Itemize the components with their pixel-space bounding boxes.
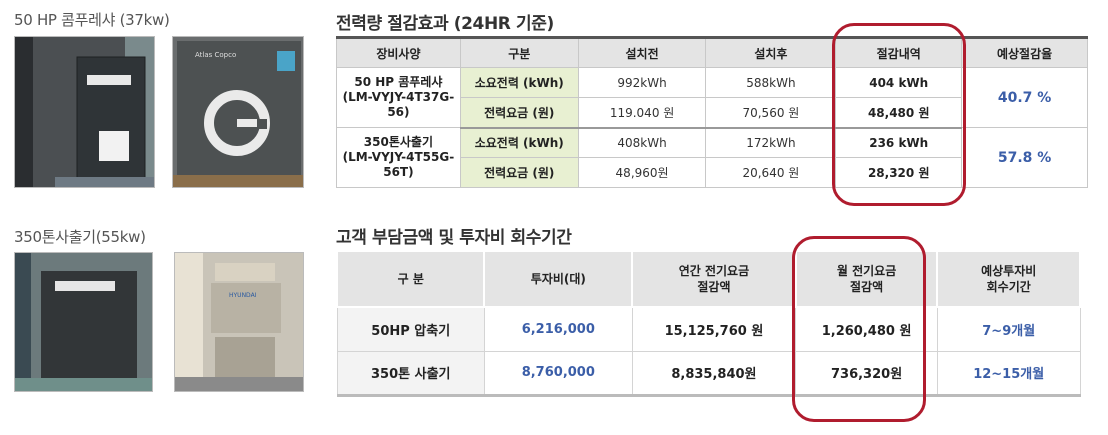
payback-table: 구 분 투자비(대) 연간 전기요금 절감액 월 전기요금 절감액 예상투자비 … (335, 250, 1081, 397)
category-cell: 전력요금 (원) (459, 97, 579, 129)
payback-period-cell: 7~9개월 (936, 306, 1081, 352)
header-annual-line2: 절감액 (697, 280, 731, 294)
header-monthly-saving: 월 전기요금 절감액 (794, 250, 939, 308)
table-row: 50 HP 콤푸레샤 (LM-VYJY-4T37G-56) 소요전력 (kWh)… (336, 67, 1088, 128)
compressor-cabinet-photo (14, 36, 155, 188)
header-equipment: 장비사양 (336, 36, 461, 68)
equipment-model-cont: 56T) (383, 165, 414, 179)
after-cell: 172kWh (705, 127, 837, 158)
injection-machine-caption: 350톤사출기(55kw) (14, 228, 146, 246)
header-monthly-line2: 절감액 (850, 280, 884, 294)
power-saving-title: 전력량 절감효과 (24HR 기준) (336, 14, 554, 34)
equipment-cell: 50HP 압축기 (336, 306, 485, 352)
header-investment: 투자비(대) (483, 250, 634, 308)
header-monthly-line1: 월 전기요금 (836, 264, 897, 278)
table-row: 350톤사출기 (LM-VYJY-4T55G- 56T) 소요전력 (kWh) … (336, 127, 1088, 188)
equipment-model: (LM-VYJY-4T37G-56) (342, 90, 455, 119)
category-cell: 전력요금 (원) (459, 157, 579, 188)
equipment-cell: 350톤사출기 (LM-VYJY-4T55G- 56T) (336, 127, 461, 188)
monthly-saving-cell: 1,260,480 원 (795, 306, 938, 352)
saving-cell: 48,480 원 (835, 97, 963, 129)
header-annual-saving: 연간 전기요금 절감액 (631, 250, 797, 308)
equipment-cell: 350톤 사출기 (336, 350, 485, 397)
table-row: 전력요금 (원) 119.040 원 70,560 원 48,480 원 (337, 97, 1088, 129)
photo-hyundai-text: HYUNDAI (229, 292, 257, 299)
saving-cell: 28,320 원 (835, 157, 963, 188)
payback-title: 고객 부담금액 및 투자비 회수기간 (336, 228, 572, 248)
equipment-name: 350톤사출기 (363, 135, 434, 149)
payback-period-cell: 12~15개월 (936, 350, 1081, 397)
header-payback-period: 예상투자비 회수기간 (936, 250, 1081, 308)
equipment-cell: 50 HP 콤푸레샤 (LM-VYJY-4T37G-56) (336, 67, 461, 128)
monthly-saving-cell: 736,320원 (795, 350, 938, 397)
table-row: 50HP 압축기 6,216,000 15,125,760 원 1,260,48… (336, 306, 1081, 352)
equipment-model: (LM-VYJY-4T55G- (342, 150, 455, 164)
saving-cell: 236 kWh (835, 127, 963, 158)
header-rate: 예상절감율 (961, 36, 1088, 68)
before-cell: 119.040 원 (577, 97, 707, 129)
category-cell: 소요전력 (kWh) (459, 127, 579, 158)
investment-cell: 8,760,000 (483, 350, 633, 397)
after-cell: 20,640 원 (705, 157, 837, 188)
after-cell: 70,560 원 (705, 97, 837, 129)
category-cell: 소요전력 (kWh) (459, 67, 579, 98)
table-row: 전력요금 (원) 48,960원 20,640 원 28,320 원 (337, 157, 1088, 188)
before-cell: 408kWh (577, 127, 707, 158)
header-saving: 절감내역 (835, 36, 963, 68)
header-after: 설치후 (705, 36, 837, 68)
photo-brand-text: Atlas Copco (195, 51, 236, 59)
compressor-caption: 50 HP 콤푸레샤 (37kw) (14, 11, 170, 29)
atlas-copco-compressor-photo: Atlas Copco (172, 36, 304, 188)
hyundai-injection-machine-photo: HYUNDAI (174, 252, 304, 392)
saving-cell: 404 kWh (835, 67, 963, 98)
equipment-name: 50 HP 콤푸레샤 (354, 75, 443, 89)
header-category: 구분 (459, 36, 579, 68)
table-header-row: 장비사양 구분 설치전 설치후 절감내역 예상절감율 (336, 36, 1088, 68)
annual-saving-cell: 15,125,760 원 (631, 306, 797, 352)
rate-cell: 40.7 % (961, 67, 1088, 128)
power-saving-table: 장비사양 구분 설치전 설치후 절감내역 예상절감율 50 HP 콤푸레샤 (L… (336, 36, 1088, 188)
header-before: 설치전 (577, 36, 707, 68)
rate-cell: 57.8 % (961, 127, 1088, 188)
investment-cell: 6,216,000 (483, 306, 633, 352)
before-cell: 48,960원 (577, 157, 707, 188)
table-header-row: 구 분 투자비(대) 연간 전기요금 절감액 월 전기요금 절감액 예상투자비 … (335, 250, 1081, 308)
injection-cabinet-photo (14, 252, 153, 392)
header-period-line1: 예상투자비 (981, 264, 1037, 278)
header-period-line2: 회수기간 (986, 280, 1031, 294)
table-row: 350톤 사출기 8,760,000 8,835,840원 736,320원 1… (336, 350, 1081, 397)
before-cell: 992kWh (577, 67, 707, 98)
annual-saving-cell: 8,835,840원 (631, 350, 797, 397)
header-division: 구 분 (335, 250, 486, 308)
after-cell: 588kWh (705, 67, 837, 98)
header-annual-line1: 연간 전기요금 (678, 264, 750, 278)
